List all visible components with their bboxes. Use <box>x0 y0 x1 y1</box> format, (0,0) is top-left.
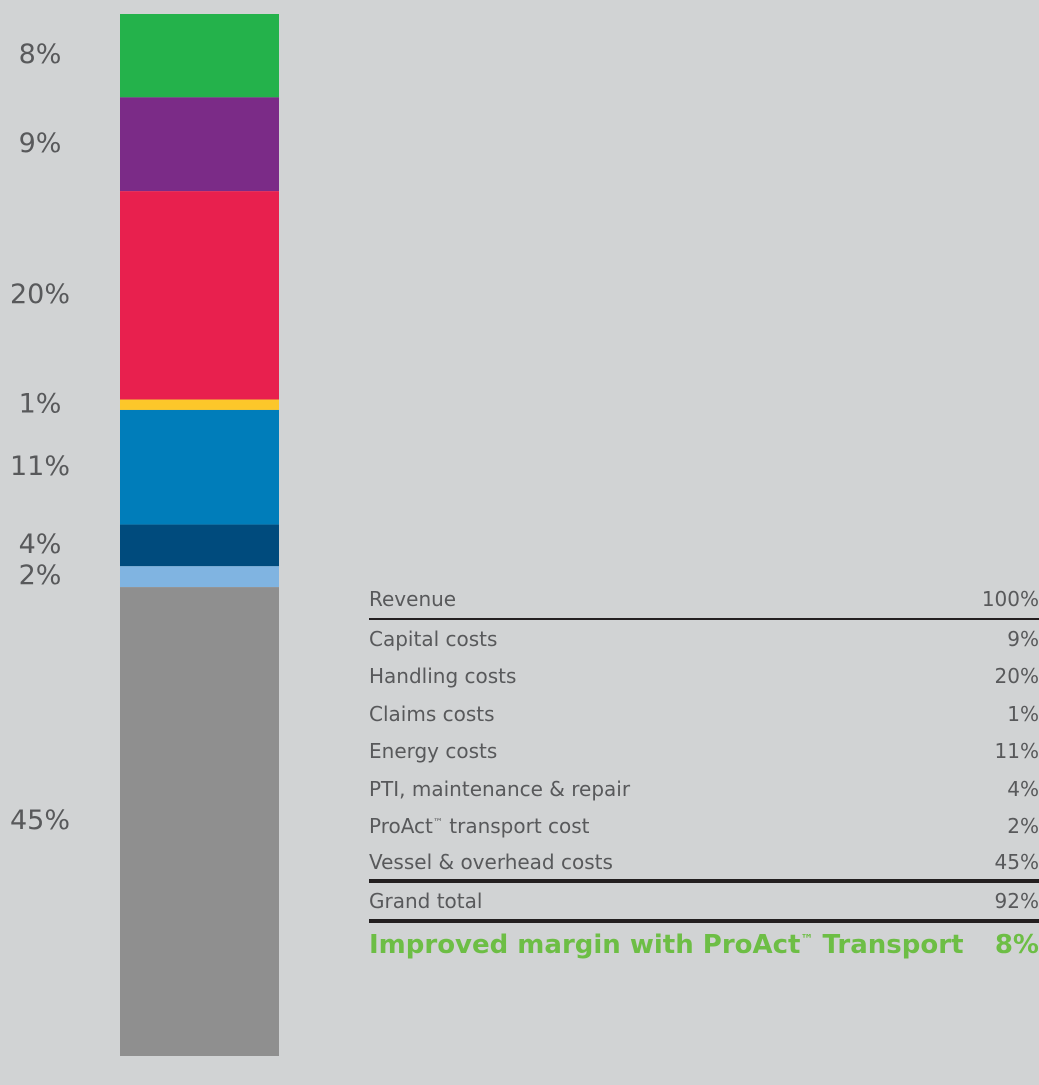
trademark-symbol: ™ <box>800 932 814 948</box>
row-label: PTI, maintenance & repair <box>369 776 631 801</box>
margin-label-prefix: Improved margin with ProAct <box>369 930 801 960</box>
margin-value: 8% <box>994 930 1039 960</box>
row-value: 45% <box>994 849 1039 874</box>
table-header-value: 100% <box>981 587 1039 611</box>
bar-segment-label: 2% <box>19 560 62 591</box>
table-row-handling-costs: Handling costs 20% <box>369 658 1039 696</box>
row-label: Claims costs <box>369 701 495 726</box>
bar-segment-label: 9% <box>19 128 62 159</box>
row-label: Capital costs <box>369 626 498 651</box>
table-row-energy-costs: Energy costs 11% <box>369 733 1039 771</box>
bar-segment-label: 8% <box>19 39 62 70</box>
total-label: Grand total <box>369 888 483 913</box>
table-header-label: Revenue <box>369 587 457 611</box>
bar-segment <box>120 566 279 588</box>
row-label-suffix: transport cost <box>442 814 590 839</box>
trademark-symbol: ™ <box>432 817 443 829</box>
margin-label-suffix: Transport <box>813 930 964 960</box>
table-header-row: Revenue 100% <box>369 580 1039 620</box>
bar-segment <box>120 524 279 567</box>
improved-margin-row: Improved margin with ProAct™ Transport 8… <box>369 923 1039 968</box>
total-value: 92% <box>994 888 1039 913</box>
row-value: 20% <box>994 664 1039 689</box>
bar-segment-label: 11% <box>10 451 70 482</box>
row-value: 11% <box>994 739 1039 764</box>
bar-segment <box>120 399 279 410</box>
bar-segment-label: 4% <box>19 529 62 560</box>
bar-segment <box>120 14 279 98</box>
bar-segment <box>120 97 279 192</box>
bar-segment-label: 45% <box>10 805 70 836</box>
bar-segment <box>120 587 279 1056</box>
table-row-claims-costs: Claims costs 1% <box>369 695 1039 733</box>
table-row-proact-transport-cost: ProAct™ transport cost 2% <box>369 808 1039 846</box>
table-total-row: Grand total 92% <box>369 883 1039 923</box>
bar-segment <box>120 191 279 400</box>
row-label: Handling costs <box>369 664 517 689</box>
row-label: Energy costs <box>369 739 498 764</box>
row-value: 2% <box>1007 814 1039 839</box>
row-label-prefix: ProAct <box>369 814 433 839</box>
row-label: Vessel & overhead costs <box>369 849 613 874</box>
bar-segment-label: 1% <box>19 388 62 419</box>
row-value: 4% <box>1007 776 1039 801</box>
table-row-capital-costs: Capital costs 9% <box>369 620 1039 658</box>
row-value: 9% <box>1007 626 1039 651</box>
bar-segment <box>120 409 279 525</box>
row-label: ProAct™ transport cost <box>369 814 590 838</box>
row-value: 1% <box>1007 701 1039 726</box>
stacked-bar-chart: 8% 9% 20% 1% 11% 4%2% 45% <box>10 14 279 1056</box>
margin-label: Improved margin with ProAct™ Transport <box>369 930 964 960</box>
cost-table: Revenue 100% Capital costs 9% Handling c… <box>369 580 1039 968</box>
table-row-vessel-overhead-costs: Vessel & overhead costs 45% <box>369 845 1039 883</box>
bar-segment-label: 20% <box>10 279 70 310</box>
table-row-pti-maintenance-repair: PTI, maintenance & repair 4% <box>369 770 1039 808</box>
